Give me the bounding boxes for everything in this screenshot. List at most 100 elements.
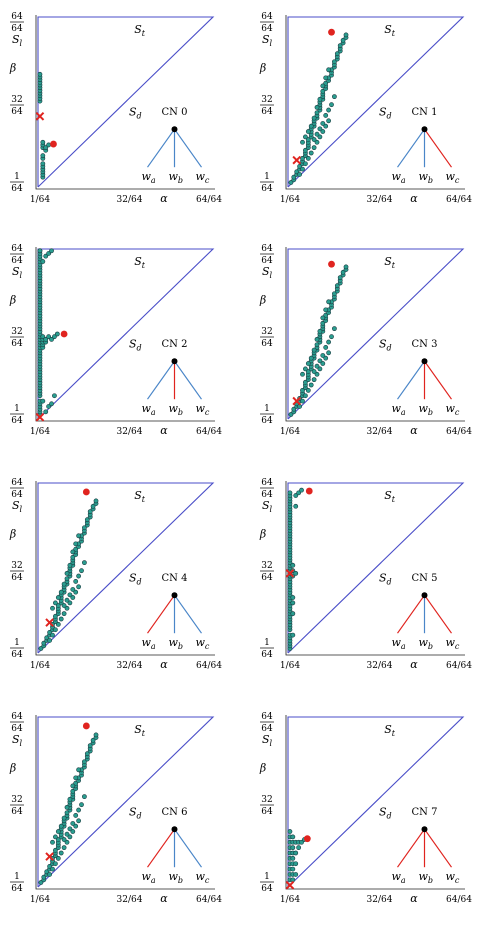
data-point	[305, 387, 311, 393]
boundary-triangle	[37, 716, 215, 888]
data-point	[40, 398, 46, 404]
x-tick-label: 32/64	[367, 895, 393, 905]
data-point	[43, 409, 49, 415]
data-point	[76, 573, 82, 579]
data-point	[290, 595, 296, 600]
data-point	[41, 874, 47, 880]
tree-branch	[424, 828, 452, 868]
tree-branch	[174, 360, 202, 400]
region-label-left: Sl	[262, 33, 273, 48]
data-point	[61, 611, 67, 617]
y-axis-label: β	[9, 293, 16, 306]
data-point	[305, 129, 311, 134]
y-tick-num: 64	[261, 478, 273, 488]
data-point	[320, 315, 326, 321]
tree-leaf-label: wa	[142, 402, 156, 417]
data-point	[317, 134, 323, 140]
y-tick-num: 64	[261, 712, 273, 722]
data-point	[70, 549, 76, 555]
y-axis-label: β	[259, 61, 266, 74]
x-axis-label: α	[410, 892, 418, 905]
scatter-points	[38, 732, 99, 885]
data-point	[61, 581, 67, 587]
tree-branch	[174, 128, 202, 168]
tree-leaf-label: wc	[196, 870, 210, 885]
tree-root-node	[171, 358, 178, 365]
x-axis-label: α	[410, 658, 418, 671]
y-tick-num: 64	[11, 244, 23, 254]
cross-marker	[285, 569, 295, 578]
y-tick-den: 64	[11, 573, 23, 583]
region-label-top: St	[134, 489, 146, 504]
tree-leaf-label: wa	[142, 870, 156, 885]
scatter-points	[287, 487, 304, 651]
data-point	[46, 142, 52, 148]
data-point	[79, 568, 84, 574]
data-point	[73, 823, 79, 829]
data-point	[90, 503, 96, 509]
data-point	[61, 603, 67, 608]
x-tick-label: 64/64	[446, 661, 472, 671]
region-label-left: Sl	[262, 265, 273, 280]
x-tick-label: 1/64	[30, 195, 50, 205]
data-point	[323, 307, 329, 313]
scatter-points	[37, 248, 60, 417]
max-point-dot	[60, 330, 68, 338]
y-tick-den: 64	[261, 184, 273, 194]
data-point	[343, 264, 349, 270]
tree-diagram: wa wb wc	[392, 592, 460, 651]
tree-branch	[147, 828, 175, 868]
boundary-triangle	[37, 482, 215, 654]
data-point	[40, 161, 46, 167]
data-point	[67, 592, 73, 598]
tree-diagram: wa wb wc	[142, 126, 210, 185]
data-point	[293, 872, 299, 877]
data-point	[303, 147, 308, 153]
data-point	[326, 107, 332, 113]
region-label-diag: Sd	[129, 338, 142, 353]
data-point	[70, 587, 76, 592]
y-tick-num: 32	[261, 561, 272, 571]
data-point	[64, 804, 70, 810]
data-point	[40, 259, 46, 264]
data-point	[320, 129, 326, 134]
data-point	[38, 646, 44, 651]
y-tick-den: 64	[261, 416, 273, 426]
y-axis-label: β	[9, 761, 16, 774]
axes-frame	[35, 481, 215, 656]
max-point-dot	[82, 722, 90, 730]
x-tick-label: 32/64	[367, 195, 393, 205]
data-point	[58, 589, 64, 595]
data-point	[64, 810, 70, 816]
data-point	[305, 361, 311, 366]
tree-leaf-label: wa	[142, 170, 156, 185]
data-point	[311, 377, 317, 383]
data-point	[93, 498, 99, 504]
data-point	[55, 829, 61, 834]
data-point	[53, 847, 58, 853]
data-point	[293, 850, 299, 856]
data-point	[58, 850, 64, 856]
tree-leaf-label: wb	[169, 870, 184, 885]
data-point	[317, 328, 323, 334]
x-tick-label: 32/64	[117, 661, 143, 671]
y-tick-den: 64	[261, 339, 273, 349]
boundary-triangle	[37, 16, 215, 188]
y-tick-num: 32	[261, 95, 272, 105]
tree-branch	[397, 128, 425, 168]
axes-frame	[285, 247, 465, 422]
data-point	[293, 861, 299, 867]
data-point	[76, 533, 82, 539]
data-point	[46, 404, 52, 409]
tree-branch	[424, 360, 452, 400]
data-point	[334, 51, 340, 57]
data-point	[53, 861, 58, 867]
y-tick-den: 64	[261, 884, 273, 894]
cross-marker	[292, 155, 302, 165]
data-point	[299, 839, 304, 845]
x-tick-label: 64/64	[196, 427, 222, 437]
tree-root-node	[421, 358, 428, 365]
data-point	[54, 331, 60, 337]
tree-leaf-label: wb	[419, 870, 434, 885]
